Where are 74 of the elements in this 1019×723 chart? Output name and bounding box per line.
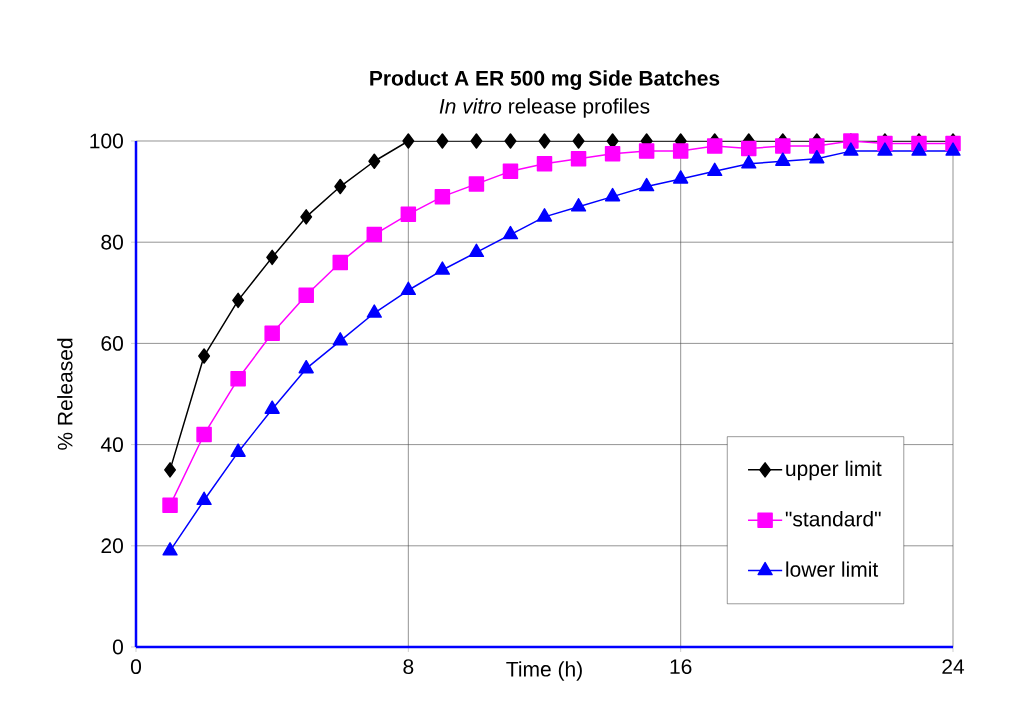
point — [334, 178, 347, 195]
point — [809, 138, 825, 154]
point — [775, 152, 791, 166]
point — [706, 138, 723, 154]
y-tick-label: 20 — [101, 538, 123, 554]
point — [741, 140, 757, 157]
point — [196, 426, 212, 443]
point — [230, 371, 246, 387]
point — [162, 542, 178, 556]
point — [468, 243, 485, 258]
point — [470, 133, 483, 149]
point — [604, 187, 621, 202]
point — [300, 209, 313, 225]
point — [368, 153, 381, 169]
point — [638, 177, 655, 192]
point — [400, 281, 417, 296]
point — [945, 142, 961, 156]
legend-label: upper limit — [786, 460, 882, 481]
y-tick-label: 80 — [101, 234, 123, 250]
point — [536, 156, 553, 172]
x-axis-title: Time (h) — [506, 661, 582, 681]
point — [400, 206, 417, 223]
x-tick-label: 0 — [130, 659, 142, 675]
point — [198, 348, 211, 364]
y-tick-label: 100 — [90, 133, 123, 149]
x-tick-label: 24 — [942, 659, 965, 674]
point — [232, 292, 245, 309]
point — [502, 163, 519, 180]
point — [298, 359, 314, 374]
point — [538, 133, 551, 149]
point — [570, 198, 587, 212]
legend-label: lower limit — [786, 561, 879, 577]
point — [162, 497, 178, 514]
y-tick-label: 40 — [100, 437, 123, 453]
point — [707, 162, 723, 177]
point — [638, 143, 655, 159]
y-tick-label: 60 — [101, 335, 123, 351]
point — [570, 150, 587, 167]
point — [434, 188, 451, 205]
x-tick-label: 16 — [670, 659, 692, 675]
point — [196, 491, 212, 506]
point — [536, 208, 553, 222]
point — [741, 155, 757, 169]
point — [775, 138, 791, 154]
point — [264, 325, 280, 342]
point — [911, 142, 927, 156]
point — [672, 143, 689, 159]
chart-subtitle: In vitro release profiles — [439, 98, 650, 118]
point — [332, 254, 349, 271]
point — [332, 332, 348, 346]
point — [604, 145, 621, 162]
point — [264, 400, 280, 414]
y-axis-title: % Released — [57, 338, 73, 450]
point — [164, 462, 177, 478]
point — [877, 142, 893, 156]
y-tick-label: 0 — [112, 639, 123, 655]
point — [502, 225, 519, 240]
point — [266, 249, 279, 266]
point — [402, 133, 415, 149]
point — [843, 142, 859, 156]
legend-label: "standard" — [785, 511, 881, 527]
point — [434, 261, 451, 275]
point — [468, 176, 485, 192]
point — [298, 287, 314, 304]
chart-title: Product A ER 500 mg Side Batches — [370, 70, 720, 90]
point — [366, 226, 383, 243]
point — [366, 304, 382, 318]
x-tick-label: 8 — [403, 659, 414, 675]
point — [230, 443, 246, 457]
point — [436, 133, 449, 149]
point — [504, 133, 517, 149]
point — [672, 170, 689, 184]
point — [572, 133, 585, 149]
point — [809, 149, 825, 164]
